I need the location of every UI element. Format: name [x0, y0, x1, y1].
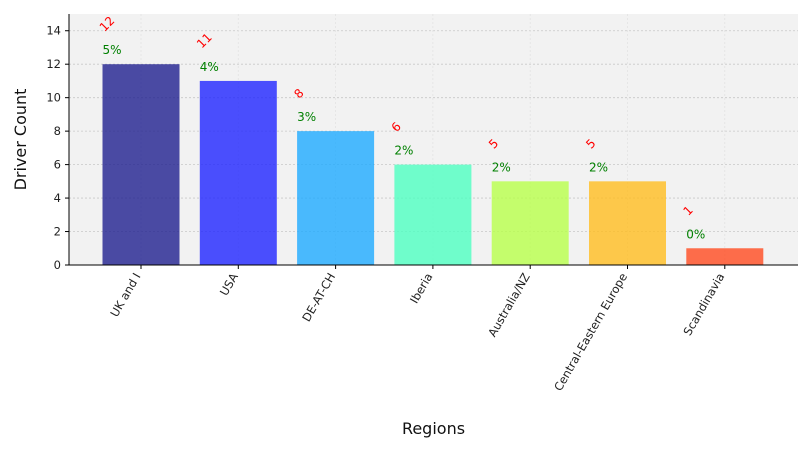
x-tick-label: Scandinavia	[680, 271, 727, 338]
axes	[68, 14, 798, 266]
y-axis-title: Driver Count	[11, 89, 30, 191]
bar	[589, 181, 666, 265]
y-tick-label: 8	[54, 124, 61, 138]
percent-label: 2%	[492, 160, 511, 174]
y-tick-label: 10	[46, 91, 61, 105]
y-tick-label: 2	[54, 225, 61, 239]
y-tick-label: 4	[54, 191, 61, 205]
x-tick-label: USA	[217, 270, 241, 298]
y-tick-label: 12	[46, 57, 61, 71]
bar	[199, 80, 277, 265]
x-tick-label: Central-Eastern Europe	[551, 271, 630, 394]
percent-label: 4%	[200, 60, 219, 74]
bar	[491, 181, 569, 265]
y-tick-label: 14	[46, 24, 61, 38]
data-labels: 5%124%113%82%62%52%50%1	[97, 14, 706, 242]
bars	[102, 64, 764, 265]
x-tick-label: Iberia	[407, 271, 435, 306]
percent-label: 3%	[297, 110, 316, 124]
y-tick-label: 0	[54, 258, 61, 272]
y-tick-label: 6	[54, 158, 61, 172]
x-tick-label: UK and I	[107, 271, 143, 320]
percent-label: 0%	[686, 227, 705, 241]
percent-label: 5%	[103, 43, 122, 57]
bar	[102, 64, 180, 265]
x-tick-label: DE-AT-CH	[299, 271, 338, 325]
bar	[394, 164, 472, 265]
y-tick-labels: 0 2 4 6 8 10 12 14	[46, 24, 69, 272]
percent-label: 2%	[394, 144, 413, 158]
x-axis-title: Regions	[402, 419, 465, 438]
x-tick-labels: UK and I USA DE-AT-CH Iberia Australia/NZ Cen…	[107, 265, 727, 393]
bar	[686, 248, 764, 265]
bar	[297, 131, 375, 265]
percent-label: 2%	[589, 160, 608, 174]
x-tick-label: Australia/NZ	[485, 270, 533, 339]
